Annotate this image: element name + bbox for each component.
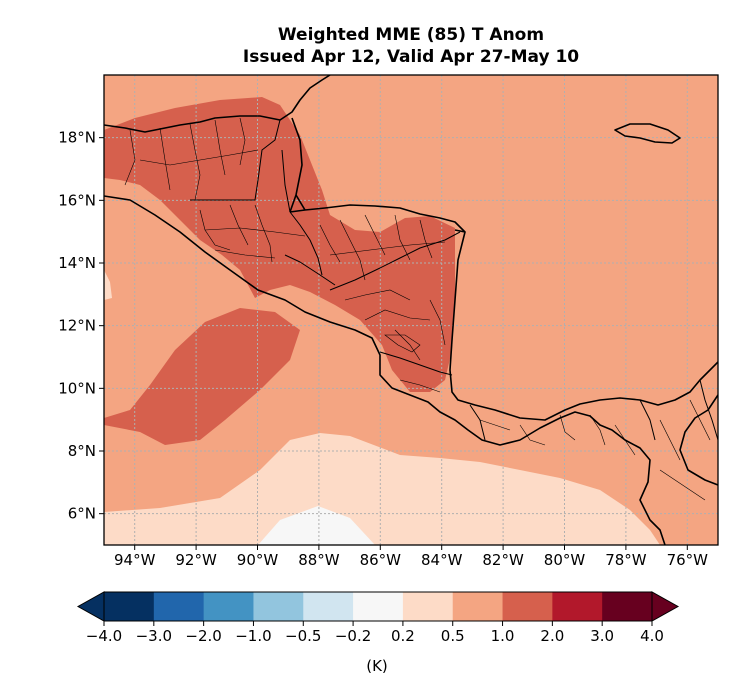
x-tick-label: 90°W: [237, 551, 279, 569]
x-tick-label: 94°W: [114, 551, 156, 569]
x-tick-label: 92°W: [175, 551, 217, 569]
colorbar-tick-label: 2.0: [540, 627, 564, 645]
colorbar-segment: [303, 592, 354, 621]
colorbar-tick-label: 3.0: [590, 627, 614, 645]
colorbar-segment: [452, 592, 504, 621]
border-colombia-venezuela: [699, 379, 718, 441]
border-honduras-nicaragua: [329, 231, 461, 291]
x-tick-label: 80°W: [544, 551, 586, 569]
anomaly-fill-neutral: [258, 506, 375, 545]
colorbar: −4.0 −3.0 −2.0 −1.0 −0.5 −0.2 0.2 0.5 1.0 2.0 3.0 4…: [76, 591, 680, 645]
map-area: [104, 75, 718, 545]
y-tick-label: 6°N: [68, 505, 96, 523]
anomaly-fill-0.2-0.5: [104, 433, 660, 545]
colorbar-segment: [602, 592, 653, 621]
coastline-yucatan: [104, 75, 331, 133]
coastline-south-america: [679, 394, 718, 486]
colorbar-tick-label: 0.5: [441, 627, 465, 645]
anomaly-fill-0.2-0.5-west: [104, 270, 112, 300]
colorbar-tick-label: −4.0: [86, 627, 122, 645]
colorbar-tick-label: −1.0: [235, 627, 271, 645]
x-tick-label: 82°W: [482, 551, 524, 569]
colorbar-segment: [203, 592, 254, 621]
map-title-line1: Weighted MME (85) T Anom: [277, 25, 545, 45]
colorbar-segment: [253, 592, 304, 621]
coastline-belize: [289, 117, 303, 213]
colorbar-segment: [353, 592, 404, 621]
x-axis-ticks: 94°W 92°W 90°W 88°W 86°W 84°W 82°W 80°W 78°W 76°W: [114, 545, 708, 569]
colorbar-tick-label: −3.0: [136, 627, 172, 645]
x-tick-label: 76°W: [667, 551, 709, 569]
colorbar-tick-label: −2.0: [185, 627, 221, 645]
x-tick-label: 86°W: [360, 551, 402, 569]
y-tick-label: 14°N: [58, 254, 96, 272]
colorbar-segment: [104, 592, 155, 621]
colorbar-label: (K): [366, 657, 388, 675]
border-guatemala-honduras: [289, 211, 323, 276]
coastline-caribbean: [449, 229, 718, 421]
colorbar-segment: [402, 592, 454, 621]
y-tick-label: 10°N: [58, 379, 96, 397]
x-tick-label: 78°W: [605, 551, 647, 569]
border-guatemala-belize: [281, 149, 291, 213]
colorbar-frame: [103, 591, 653, 622]
border-honduras-salvador: [284, 254, 336, 286]
colorbar-tick-label: 1.0: [491, 627, 515, 645]
coastlines: [104, 75, 718, 545]
admin-borders: [124, 117, 711, 501]
colorbar-tick-label: −0.2: [335, 627, 371, 645]
coastline-honduras-north: [289, 204, 466, 233]
y-tick-label: 16°N: [58, 191, 96, 209]
x-tick-label: 88°W: [298, 551, 340, 569]
colorbar-extend-high: [651, 591, 680, 622]
coastline-pacific: [104, 195, 666, 545]
anomaly-fill-1.0-2.0-north: [104, 97, 455, 392]
colorbar-tick-label: −0.5: [285, 627, 321, 645]
y-tick-label: 12°N: [58, 317, 96, 335]
border-nicaragua-costarica: [379, 351, 453, 376]
y-tick-label: 18°N: [58, 129, 96, 147]
map-title-line2: Issued Apr 12, Valid Apr 27-May 10: [242, 47, 580, 67]
coastline-gulf-honduras: [295, 194, 306, 211]
colorbar-extend-low: [76, 591, 105, 622]
colorbar-segment: [502, 592, 553, 621]
border-panama-colombia: [639, 399, 656, 441]
coastline-jamaica: [614, 123, 681, 144]
map-frame: [103, 74, 719, 546]
colorbar-tick-label: 4.0: [640, 627, 664, 645]
colorbar-tick-label: 0.2: [391, 627, 415, 645]
x-tick-label: 84°W: [421, 551, 463, 569]
colorbar-segment: [552, 592, 603, 621]
y-axis-ticks: 6°N 8°N 10°N 12°N 14°N 16°N 18°N: [58, 129, 104, 523]
colorbar-segment: [153, 592, 205, 621]
y-tick-label: 8°N: [68, 442, 96, 460]
anomaly-fill-1.0-2.0-pacific: [104, 308, 300, 445]
border-mexico-guatemala: [190, 119, 281, 201]
